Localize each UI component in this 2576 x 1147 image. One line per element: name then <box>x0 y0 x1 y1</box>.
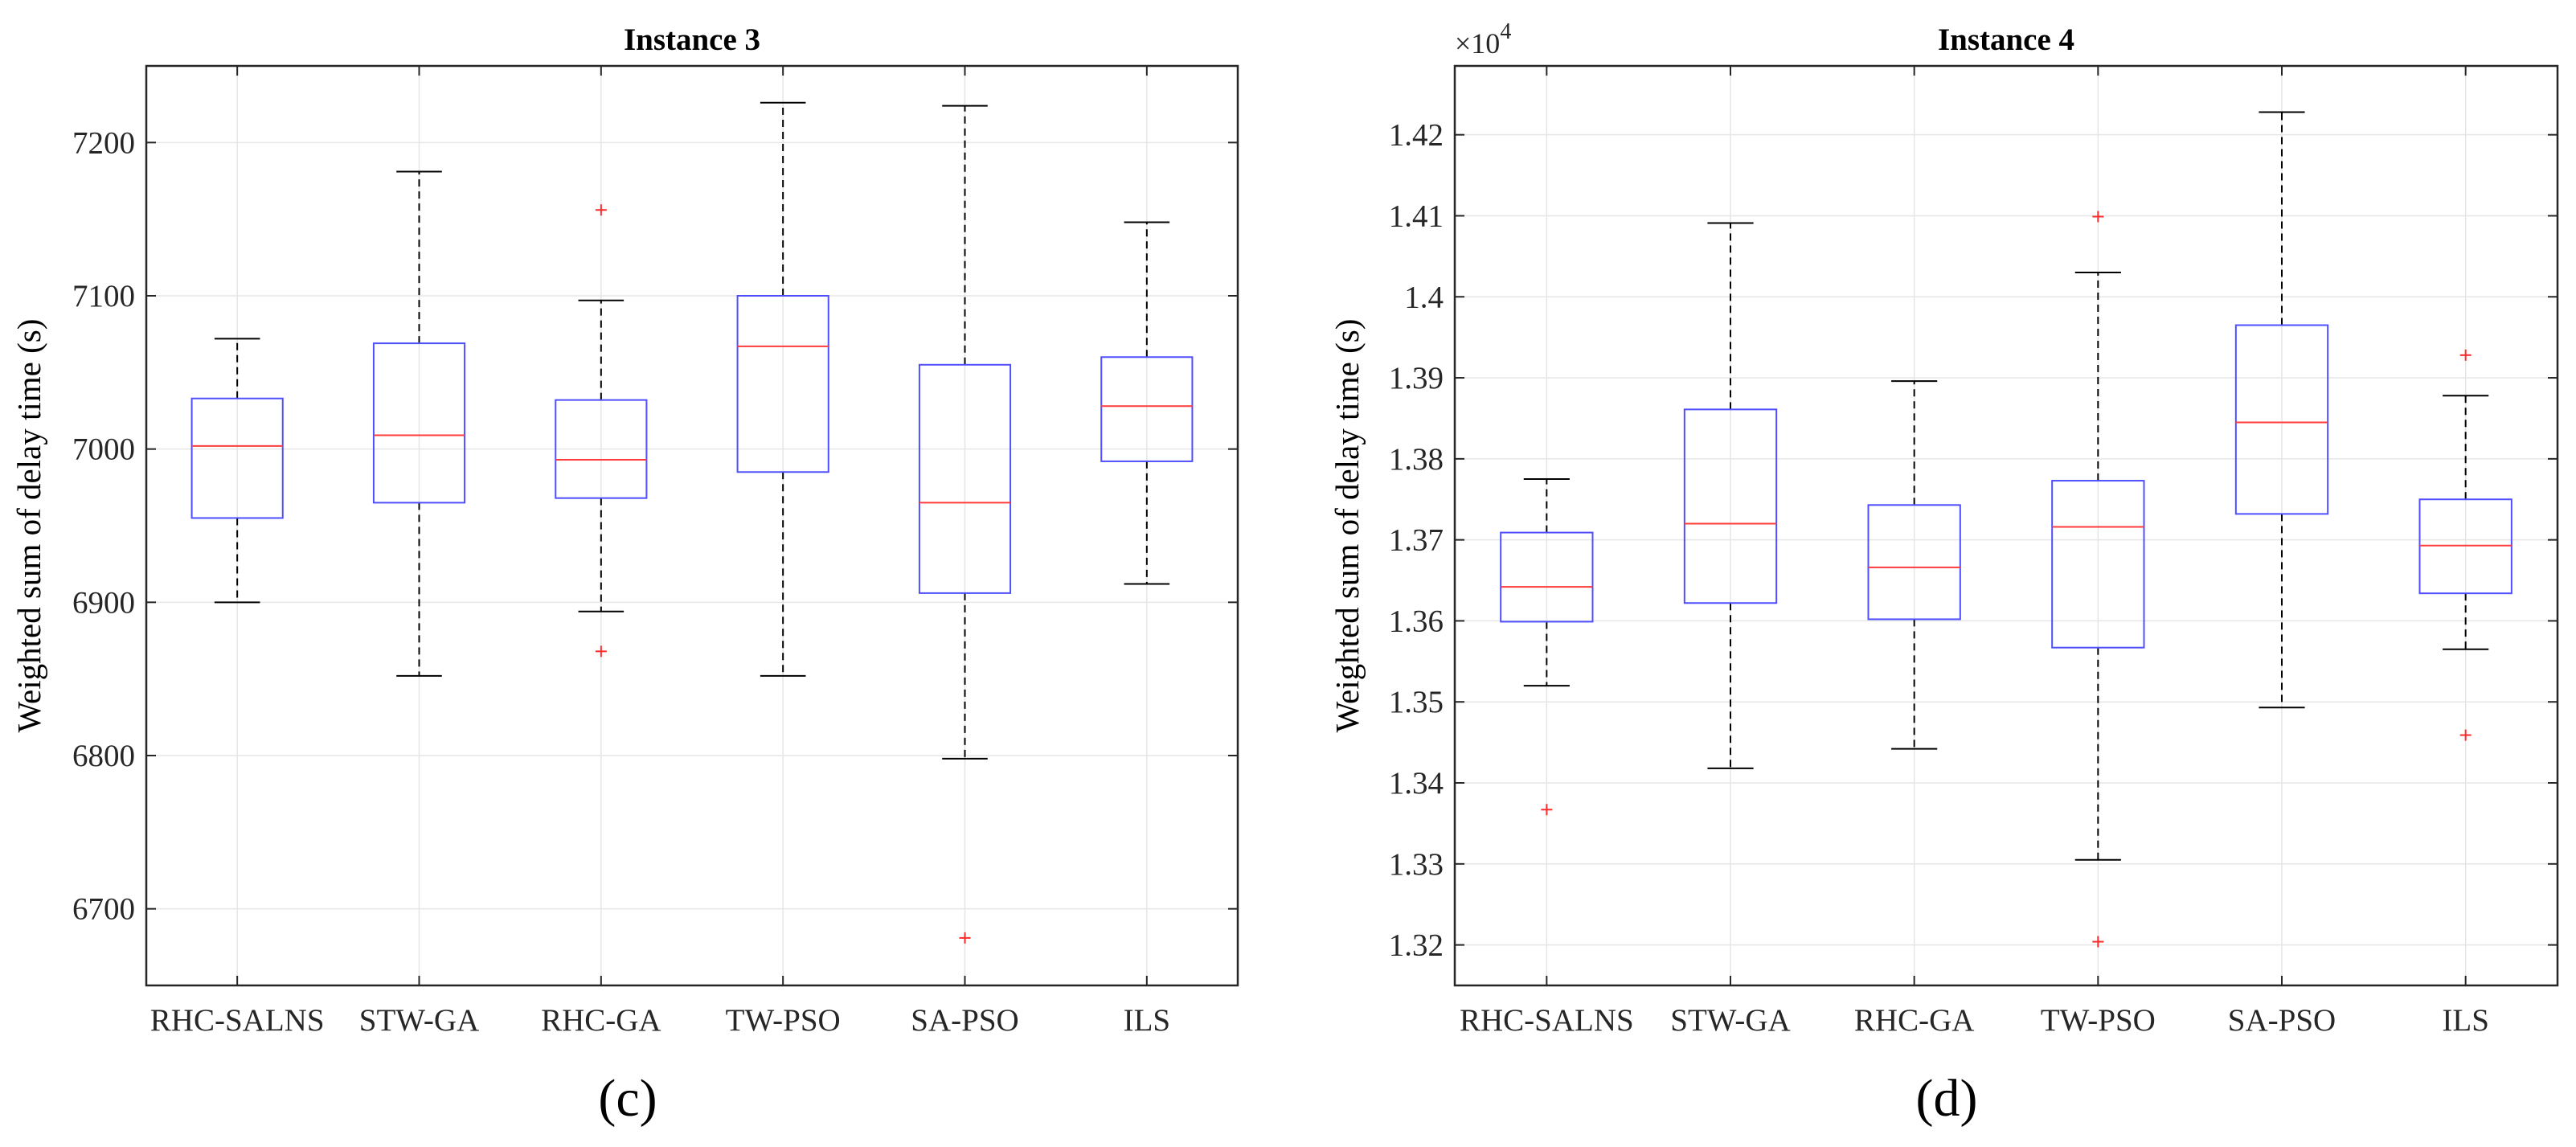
y-tick-label: 1.39 <box>1389 361 1444 395</box>
iqr-box <box>918 363 1012 594</box>
y-tick-label: 1.38 <box>1389 442 1444 477</box>
y-tick-label: 1.34 <box>1389 766 1444 801</box>
plot-frame <box>1453 64 2559 987</box>
y-tick-label: 1.33 <box>1389 847 1444 882</box>
y-axis-label: Weighted sum of delay time (s) <box>10 319 47 733</box>
y-tick-label: 1.35 <box>1389 685 1444 719</box>
plot-area <box>146 66 1238 985</box>
iqr-box <box>2234 324 2329 515</box>
plot-area <box>1455 66 2558 985</box>
iqr-box <box>1100 356 1194 462</box>
x-tick-label: SA-PSO <box>911 1003 1018 1038</box>
box-rhc-salns <box>1500 478 1594 816</box>
outlier-marker <box>595 204 607 216</box>
iqr-box <box>1683 408 1778 604</box>
x-tick-label: TW-PSO <box>726 1003 841 1038</box>
panel-label: (c) <box>598 1069 657 1128</box>
y-axis-exponent: ×104 <box>1455 19 1511 59</box>
box-ils <box>2418 349 2513 741</box>
chart-instance-4: 1.32 1.33 1.34 1.35 1.36 1.37 1.38 1.39 1.4 1.41 1… <box>1329 19 2559 1128</box>
x-tick-label: ILS <box>1124 1003 1171 1038</box>
box-rhc-salns <box>190 338 284 604</box>
iqr-box <box>1867 504 1961 621</box>
iqr-box <box>2051 480 2145 649</box>
iqr-box <box>1500 531 1594 623</box>
box-tw-pso <box>736 101 829 677</box>
x-tick-label: ILS <box>2442 1003 2489 1038</box>
y-tick-label: 6900 <box>72 585 135 620</box>
y-tick-label: 1.36 <box>1389 604 1444 638</box>
x-tick-label: STW-GA <box>359 1003 480 1038</box>
y-tick-label: 7000 <box>72 432 135 467</box>
x-tick-label: RHC-SALNS <box>150 1003 325 1038</box>
iqr-box <box>555 399 648 499</box>
outlier-marker <box>2459 349 2472 361</box>
box-sa-pso <box>918 104 1012 944</box>
chart-instance-3: 6700 6800 6900 7000 7100 7200 RHC-SALNS STW-GA… <box>10 23 1239 1128</box>
outlier-marker <box>959 932 971 944</box>
y-tick-label: 7200 <box>72 125 135 160</box>
y-tick-label: 1.32 <box>1389 928 1444 963</box>
plot-frame <box>145 64 1239 987</box>
x-tick-label: SA-PSO <box>2228 1003 2336 1038</box>
box-sa-pso <box>2234 111 2329 709</box>
y-tick-label: 1.4 <box>1404 280 1444 314</box>
outlier-marker <box>2092 936 2104 948</box>
outlier-marker <box>595 645 607 657</box>
x-tick-label: RHC-SALNS <box>1460 1003 1634 1038</box>
box-stw-ga <box>372 170 466 677</box>
chart-title: Instance 3 <box>624 23 760 57</box>
iqr-box <box>2418 498 2513 595</box>
x-tick-label: STW-GA <box>1670 1003 1791 1038</box>
outlier-marker <box>1541 804 1553 816</box>
x-tick-label: RHC-GA <box>1854 1003 1975 1038</box>
iqr-box <box>190 397 284 519</box>
chart-title: Instance 4 <box>1938 23 2074 57</box>
exponent-power: 4 <box>1500 19 1511 44</box>
iqr-box <box>372 342 466 504</box>
iqr-box <box>736 295 829 473</box>
outlier-marker <box>2092 211 2104 223</box>
y-tick-label: 1.37 <box>1389 523 1444 558</box>
y-tick-label: 7100 <box>72 279 135 313</box>
box-ils <box>1100 221 1194 585</box>
x-tick-label: TW-PSO <box>2041 1003 2156 1038</box>
exponent-base: ×10 <box>1455 27 1500 59</box>
box-tw-pso <box>2051 211 2145 948</box>
outlier-marker <box>2459 729 2472 741</box>
panel-label: (d) <box>1916 1069 1978 1128</box>
x-tick-label: RHC-GA <box>541 1003 661 1038</box>
y-tick-label: 6700 <box>72 892 135 927</box>
box-stw-ga <box>1683 222 1778 769</box>
y-axis-label: Weighted sum of delay time (s) <box>1329 319 1366 733</box>
box-rhc-ga <box>555 204 648 657</box>
y-tick-label: 1.42 <box>1389 118 1444 153</box>
box-rhc-ga <box>1867 380 1961 750</box>
y-tick-label: 1.41 <box>1389 199 1444 233</box>
y-tick-label: 6800 <box>72 739 135 773</box>
